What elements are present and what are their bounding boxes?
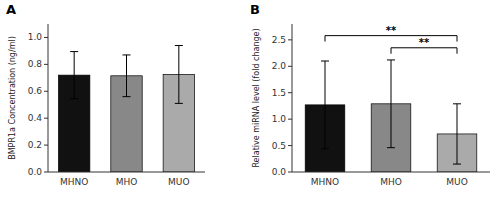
y-tick: [44, 118, 48, 119]
y-tick-label: 0.0: [28, 167, 43, 177]
plot-area: [305, 60, 477, 172]
error-cap: [387, 147, 395, 148]
error-cap: [387, 59, 395, 60]
y-tick-label: 1.0: [272, 114, 287, 124]
y-tick: [44, 64, 48, 65]
y-tick-label: 0.2: [28, 140, 42, 150]
y-tick: [288, 39, 292, 40]
error-cap: [123, 96, 131, 97]
error-line: [126, 55, 127, 97]
error-cap: [453, 103, 461, 104]
panel-title: A: [6, 2, 16, 17]
y-axis-label: Relative miRNA level (fold change): [252, 28, 261, 167]
x-tick-label: MUO: [446, 177, 467, 187]
y-axis-label: BMPR1a Concentration (ng/ml): [8, 36, 17, 160]
y-tick: [44, 172, 48, 173]
y-tick-label: 2.0: [272, 61, 287, 71]
error-line: [178, 46, 179, 104]
y-tick: [44, 145, 48, 146]
x-axis: [48, 172, 205, 173]
y-tick-label: 0.8: [28, 59, 43, 69]
significance-label: **: [386, 25, 397, 36]
error-cap: [321, 61, 329, 62]
chart: 0.0 0.2 0.4 0.6 0.8 1.0 MHNO MHO MUO BMPR1a Conce…: [0, 0, 500, 198]
y-tick-label: 0.6: [28, 86, 43, 96]
error-bar: [175, 46, 183, 104]
y-tick: [288, 66, 292, 67]
error-bar: [453, 104, 461, 164]
error-bar: [321, 61, 329, 149]
significance-bracket: [325, 36, 457, 42]
plot-area: [58, 46, 194, 172]
y-tick: [288, 172, 292, 173]
error-line: [74, 52, 75, 99]
y-tick: [44, 37, 48, 38]
y-tick-label: 2.5: [272, 35, 286, 45]
y-tick: [288, 92, 292, 93]
x-tick-label: MHO: [116, 177, 138, 187]
error-cap: [321, 148, 329, 149]
error-cap: [70, 51, 78, 52]
y-tick-label: 1.0: [28, 32, 43, 42]
x-tick-label: MHNO: [311, 177, 339, 187]
error-line: [325, 61, 326, 149]
error-line: [391, 60, 392, 148]
x-axis: [292, 172, 490, 173]
panel: 0.0 0.2 0.4 0.6 0.8 1.0 MHNO MHO MUO BMPR1a Conce…: [6, 2, 205, 187]
error-bar: [123, 55, 131, 97]
y-axis: [48, 24, 49, 172]
y-tick-label: 0.0: [272, 167, 287, 177]
y-tick: [288, 119, 292, 120]
error-bar: [70, 52, 78, 99]
y-tick: [44, 91, 48, 92]
error-cap: [123, 54, 131, 55]
y-tick: [288, 145, 292, 146]
y-tick-label: 0.4: [28, 113, 43, 123]
x-tick-label: MUO: [168, 177, 189, 187]
panel: 0.0 0.5 1.0 1.5 2.0 2.5 MHNO MHO MUO Relative miR…: [250, 2, 490, 187]
error-cap: [175, 45, 183, 46]
y-tick-label: 1.5: [272, 88, 286, 98]
panel-title: B: [250, 2, 260, 17]
y-axis: [292, 24, 293, 172]
x-tick-label: MHNO: [60, 177, 88, 187]
error-line: [457, 104, 458, 164]
error-cap: [453, 164, 461, 165]
y-tick-label: 0.5: [272, 141, 286, 151]
x-tick-label: MHO: [380, 177, 402, 187]
significance-bracket: [391, 48, 457, 54]
error-bar: [387, 60, 395, 148]
error-cap: [175, 103, 183, 104]
error-cap: [70, 98, 78, 99]
significance-label: **: [419, 37, 430, 48]
